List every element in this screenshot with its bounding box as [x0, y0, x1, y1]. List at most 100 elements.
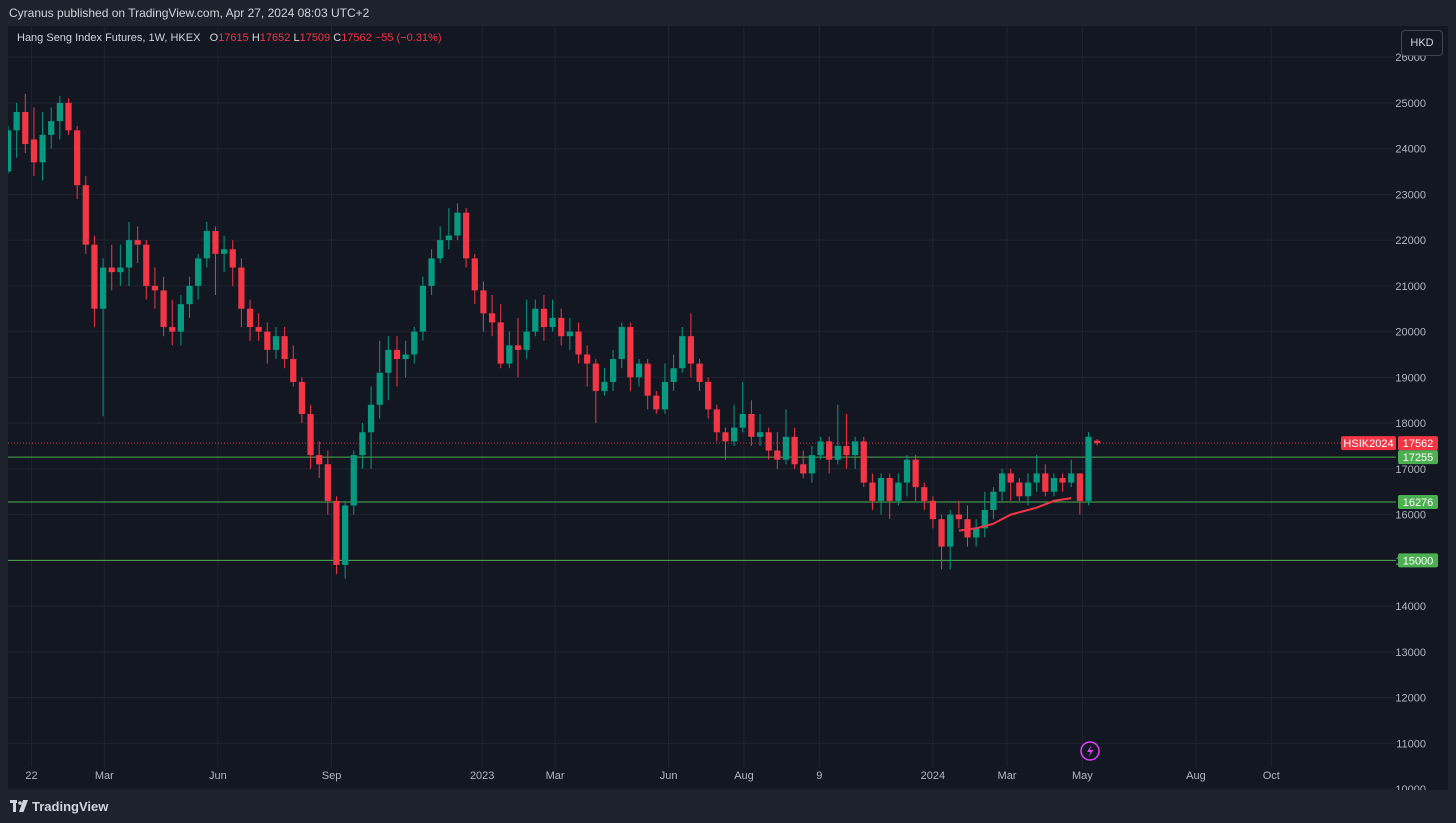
candle-body: [687, 336, 694, 364]
candle-body: [730, 427, 738, 442]
candle-body: [990, 491, 997, 511]
candle-body: [255, 327, 262, 332]
level-badge: 16276: [1403, 497, 1434, 509]
candle-body: [955, 514, 962, 520]
symbol-badge-bg: [1341, 436, 1396, 451]
candle-body: [82, 185, 89, 245]
candle-body: [488, 313, 496, 323]
time-tick-label: Mar: [95, 770, 114, 782]
candle-body: [134, 240, 141, 245]
candle-body: [160, 290, 167, 328]
last-price-badge: 17562: [1403, 438, 1434, 450]
symbol-legend: Hang Seng Index Futures, 1W, HKEX O17615…: [17, 32, 442, 44]
candle-body: [1059, 477, 1066, 483]
candle-body: [670, 368, 677, 382]
candle-body: [627, 327, 634, 378]
candle-body: [108, 267, 115, 273]
price-tick-label: 12000: [1395, 693, 1426, 705]
time-tick-label: Jun: [660, 770, 678, 782]
time-tick-label: Sep: [322, 770, 342, 782]
last-price-badge-bg: [1398, 436, 1438, 451]
level-badge: 17255: [1403, 452, 1434, 464]
candle-body: [584, 354, 591, 364]
brand-name: TradingView: [32, 799, 109, 814]
candle-body: [1042, 473, 1049, 492]
candle-body: [39, 134, 46, 163]
candle-body: [808, 455, 816, 474]
candle-body: [826, 441, 833, 460]
candle-body: [782, 436, 790, 460]
price-axis: 1000011000120001300014000150001600017000…: [1395, 52, 1426, 790]
candle-body: [497, 322, 504, 364]
price-badges: 17255 16276 15000 17562 HSIK2024: [1341, 436, 1438, 568]
open-label: O: [209, 32, 219, 44]
candle-body: [402, 354, 409, 360]
candle-body: [903, 459, 911, 483]
candle-body: [65, 102, 72, 131]
open-value: 17615: [218, 32, 249, 44]
candle-body: [514, 345, 522, 350]
candle-body: [428, 258, 435, 286]
close-value: 17562: [341, 32, 372, 44]
currency-button[interactable]: HKD: [1401, 30, 1443, 56]
candle-body: [609, 359, 617, 382]
candle-body: [661, 381, 669, 410]
candle-body: [56, 102, 63, 122]
time-tick-label: Mar: [546, 770, 565, 782]
candle-body: [385, 349, 392, 373]
price-tick-label: 18000: [1395, 418, 1426, 430]
price-tick-label: 24000: [1395, 144, 1426, 156]
candle-body: [177, 304, 184, 332]
candle-body: [644, 363, 651, 396]
candle-body: [238, 267, 245, 309]
candle-body: [973, 528, 980, 538]
price-tick-label: 22000: [1395, 235, 1426, 247]
candle-body: [212, 230, 219, 254]
candle-body: [22, 112, 29, 145]
candle-body: [203, 230, 210, 259]
price-tick-label: 14000: [1395, 601, 1426, 613]
candle-body: [964, 519, 971, 538]
price-tick-label: 10000: [1395, 784, 1426, 790]
time-tick-label: 2023: [470, 770, 494, 782]
candle-body: [566, 331, 573, 337]
candle-body: [929, 500, 937, 520]
candle-body: [765, 432, 772, 451]
price-tick-label: 19000: [1395, 372, 1426, 384]
candle-body: [1094, 440, 1101, 444]
chart-frame[interactable]: 10000 11000 12000 13000 14000 15000 16000 17000…: [8, 26, 1448, 790]
candle-body: [264, 331, 271, 350]
candle-body: [601, 381, 608, 392]
candle-body: [99, 267, 107, 309]
horizontal-levels: [8, 442, 1396, 561]
candle-body: [342, 505, 349, 565]
candle-body: [1085, 436, 1092, 501]
level-badge: 15000: [1403, 555, 1434, 567]
candle-body: [947, 514, 954, 547]
candle-body: [791, 436, 798, 465]
candle-body: [186, 285, 193, 305]
high-value: 17652: [259, 32, 291, 44]
close-label: C: [333, 32, 342, 44]
candle-body: [800, 464, 807, 474]
candle-body: [367, 404, 375, 433]
candle-body: [1050, 477, 1058, 492]
candle-body: [48, 121, 55, 135]
candle-body: [393, 349, 401, 360]
candle-body: [895, 482, 902, 501]
candle-body: [1024, 482, 1032, 497]
candle-body: [151, 285, 159, 291]
candle-body: [575, 331, 582, 355]
tradingview-logo-icon: [10, 800, 28, 812]
time-tick-label: Aug: [1186, 770, 1206, 782]
replay-icon[interactable]: [1080, 741, 1100, 761]
candle-body: [877, 477, 885, 501]
candle-body: [272, 336, 280, 350]
price-tick-label: 16000: [1395, 510, 1426, 522]
chart-canvas[interactable]: 10000 11000 12000 13000 14000 15000 16000 17000…: [8, 26, 1448, 790]
grid: [8, 26, 1396, 790]
candle-body: [480, 290, 487, 314]
candle-body: [281, 336, 288, 360]
candle-body: [290, 359, 297, 382]
candle-body: [350, 455, 357, 506]
